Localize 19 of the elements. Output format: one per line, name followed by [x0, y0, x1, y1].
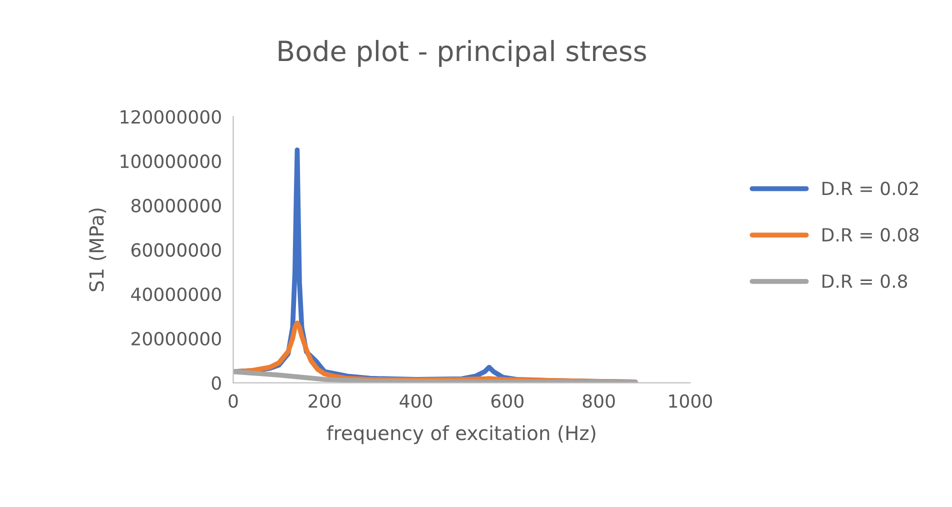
- x-tick-label: 600: [491, 394, 524, 408]
- y-tick-label: 120000000: [120, 110, 221, 124]
- y-axis-title: S1 (MPa): [88, 208, 106, 292]
- legend-label: D.R = 0.08: [822, 228, 919, 242]
- x-axis-title: frequency of excitation (Hz): [326, 425, 596, 444]
- chart-title: Bode plot - principal stress: [278, 40, 646, 67]
- y-tick-label: 60000000: [131, 243, 221, 257]
- y-tick-label: 80000000: [131, 198, 221, 212]
- x-tick-label: 1000: [669, 394, 712, 408]
- x-tick-label: 400: [400, 394, 432, 408]
- legend-label: D.R = 0.8: [822, 274, 908, 288]
- x-tick-label: 0: [228, 394, 238, 408]
- y-tick-label: 20000000: [132, 332, 221, 346]
- y-tick-label: 0: [212, 376, 221, 390]
- x-tick-label: 800: [582, 394, 615, 408]
- y-tick-label: 100000000: [120, 154, 221, 168]
- y-tick-label: 40000000: [131, 288, 221, 302]
- x-tick-label: 200: [308, 394, 341, 408]
- legend-label: D.R = 0.02: [822, 182, 918, 196]
